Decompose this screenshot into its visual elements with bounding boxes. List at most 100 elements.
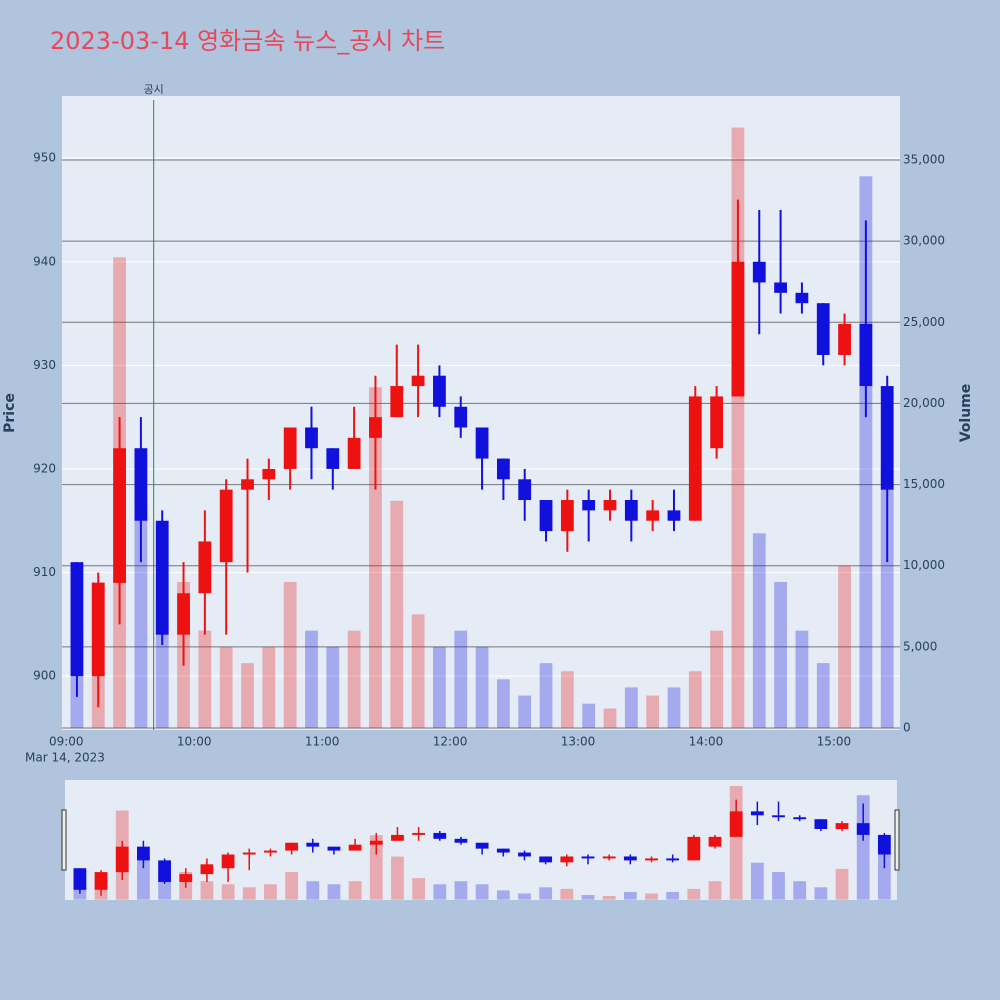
candle-body-mini <box>454 838 468 843</box>
candle-body-mini <box>475 842 489 849</box>
volume-bar-mini <box>285 871 298 900</box>
volume-bar <box>433 646 446 729</box>
candle-body <box>70 562 84 677</box>
volume-bar-mini <box>835 868 849 900</box>
volume-bar <box>454 630 468 729</box>
candle-body <box>326 448 340 469</box>
candle-body-mini <box>221 854 235 869</box>
candle-body-mini <box>179 874 193 882</box>
range-slider[interactable] <box>65 780 897 900</box>
volume-bar-mini <box>602 895 616 900</box>
candle-body-mini <box>645 858 658 861</box>
volume-bar-mini <box>433 884 447 900</box>
volume-bar-mini <box>518 893 531 900</box>
volume-bar <box>219 646 233 729</box>
x-tick-label: 10:00 <box>177 735 212 749</box>
volume-bar-mini <box>496 890 510 900</box>
volume-bar <box>880 468 894 729</box>
candle-body-mini <box>94 872 108 890</box>
candle-body-mini <box>772 815 785 818</box>
volume-bar <box>582 703 596 729</box>
candle-body <box>496 458 510 480</box>
volume-bar <box>646 695 660 729</box>
y-tick-label: 940 <box>33 254 56 268</box>
y2-tick-label: 5,000 <box>903 639 937 653</box>
candle-body <box>155 520 169 635</box>
candle-body <box>241 479 254 490</box>
candle-body <box>518 479 532 501</box>
volume-bar <box>518 695 532 729</box>
volume-bar-mini <box>539 887 553 900</box>
candle-body-mini <box>602 856 616 859</box>
candle-body <box>198 541 212 594</box>
y2-axis-title: Volume <box>958 384 974 443</box>
candle-body <box>752 261 766 283</box>
candle-body-mini <box>750 811 764 816</box>
candle-body <box>262 468 276 480</box>
candle-body <box>539 500 553 532</box>
candle-body <box>795 292 809 304</box>
slider-handle-right[interactable] <box>894 809 900 871</box>
x-tick-label: 14:00 <box>689 735 724 749</box>
candle-body-mini <box>687 836 701 861</box>
volume-bar-mini <box>369 835 383 900</box>
candle-body-mini <box>877 834 891 855</box>
candle-body <box>646 510 660 521</box>
volume-bar <box>283 581 297 729</box>
candle-body <box>454 406 468 428</box>
volume-bar-mini <box>348 881 362 900</box>
volume-bar-mini <box>856 795 870 900</box>
volume-bar <box>262 646 276 729</box>
volume-bar-mini <box>645 893 658 900</box>
volume-bar <box>774 581 787 729</box>
volume-bar <box>667 687 681 729</box>
volume-bar <box>603 708 617 729</box>
candle-body-mini <box>814 819 828 830</box>
plot-area <box>62 96 900 730</box>
volume-bar-mini <box>137 856 150 900</box>
candle-body <box>582 500 596 511</box>
volume-bar-mini <box>200 881 214 900</box>
candle-body-mini <box>560 856 574 863</box>
candle-body-mini <box>242 852 256 855</box>
volume-bar <box>859 176 873 729</box>
volume-bar-mini <box>412 878 426 900</box>
x-tick-label: 15:00 <box>817 735 852 749</box>
volume-bar <box>347 630 361 729</box>
candle-body <box>347 437 361 469</box>
volume-bar-mini <box>560 888 574 900</box>
candle-body <box>624 500 638 521</box>
volume-bar-mini <box>306 881 320 900</box>
slider-handle-left[interactable] <box>61 809 67 871</box>
candle-body <box>411 375 425 387</box>
candle-body-mini <box>581 856 595 859</box>
volume-bar <box>305 630 318 729</box>
volume-bar <box>795 630 809 729</box>
volume-bar-mini <box>814 887 828 900</box>
volume-bar-mini <box>327 884 341 900</box>
volume-bar <box>198 630 212 729</box>
candle-body <box>816 303 830 355</box>
y2-tick-label: 25,000 <box>903 315 945 329</box>
candle-body-mini <box>433 832 447 839</box>
candle-body <box>91 582 105 677</box>
volume-bar <box>539 663 553 729</box>
candle-body <box>710 396 724 449</box>
candle-body-mini <box>539 856 553 863</box>
candle-body-mini <box>369 840 383 845</box>
candle-body-mini <box>348 844 362 851</box>
candle-body-mini <box>285 842 298 851</box>
candle-body-mini <box>200 864 214 875</box>
candle-body <box>134 448 148 521</box>
volume-bar-mini <box>581 895 595 900</box>
candle-body <box>113 448 126 583</box>
volume-bar <box>241 663 254 729</box>
candle-body-mini <box>708 836 722 847</box>
y2-tick-label: 20,000 <box>903 396 945 410</box>
candle-body <box>433 375 446 407</box>
volume-bar <box>688 671 702 729</box>
volume-bar <box>496 679 510 729</box>
volume-bar <box>326 646 340 729</box>
volume-bar <box>411 614 425 729</box>
candle-body-mini <box>391 834 404 841</box>
